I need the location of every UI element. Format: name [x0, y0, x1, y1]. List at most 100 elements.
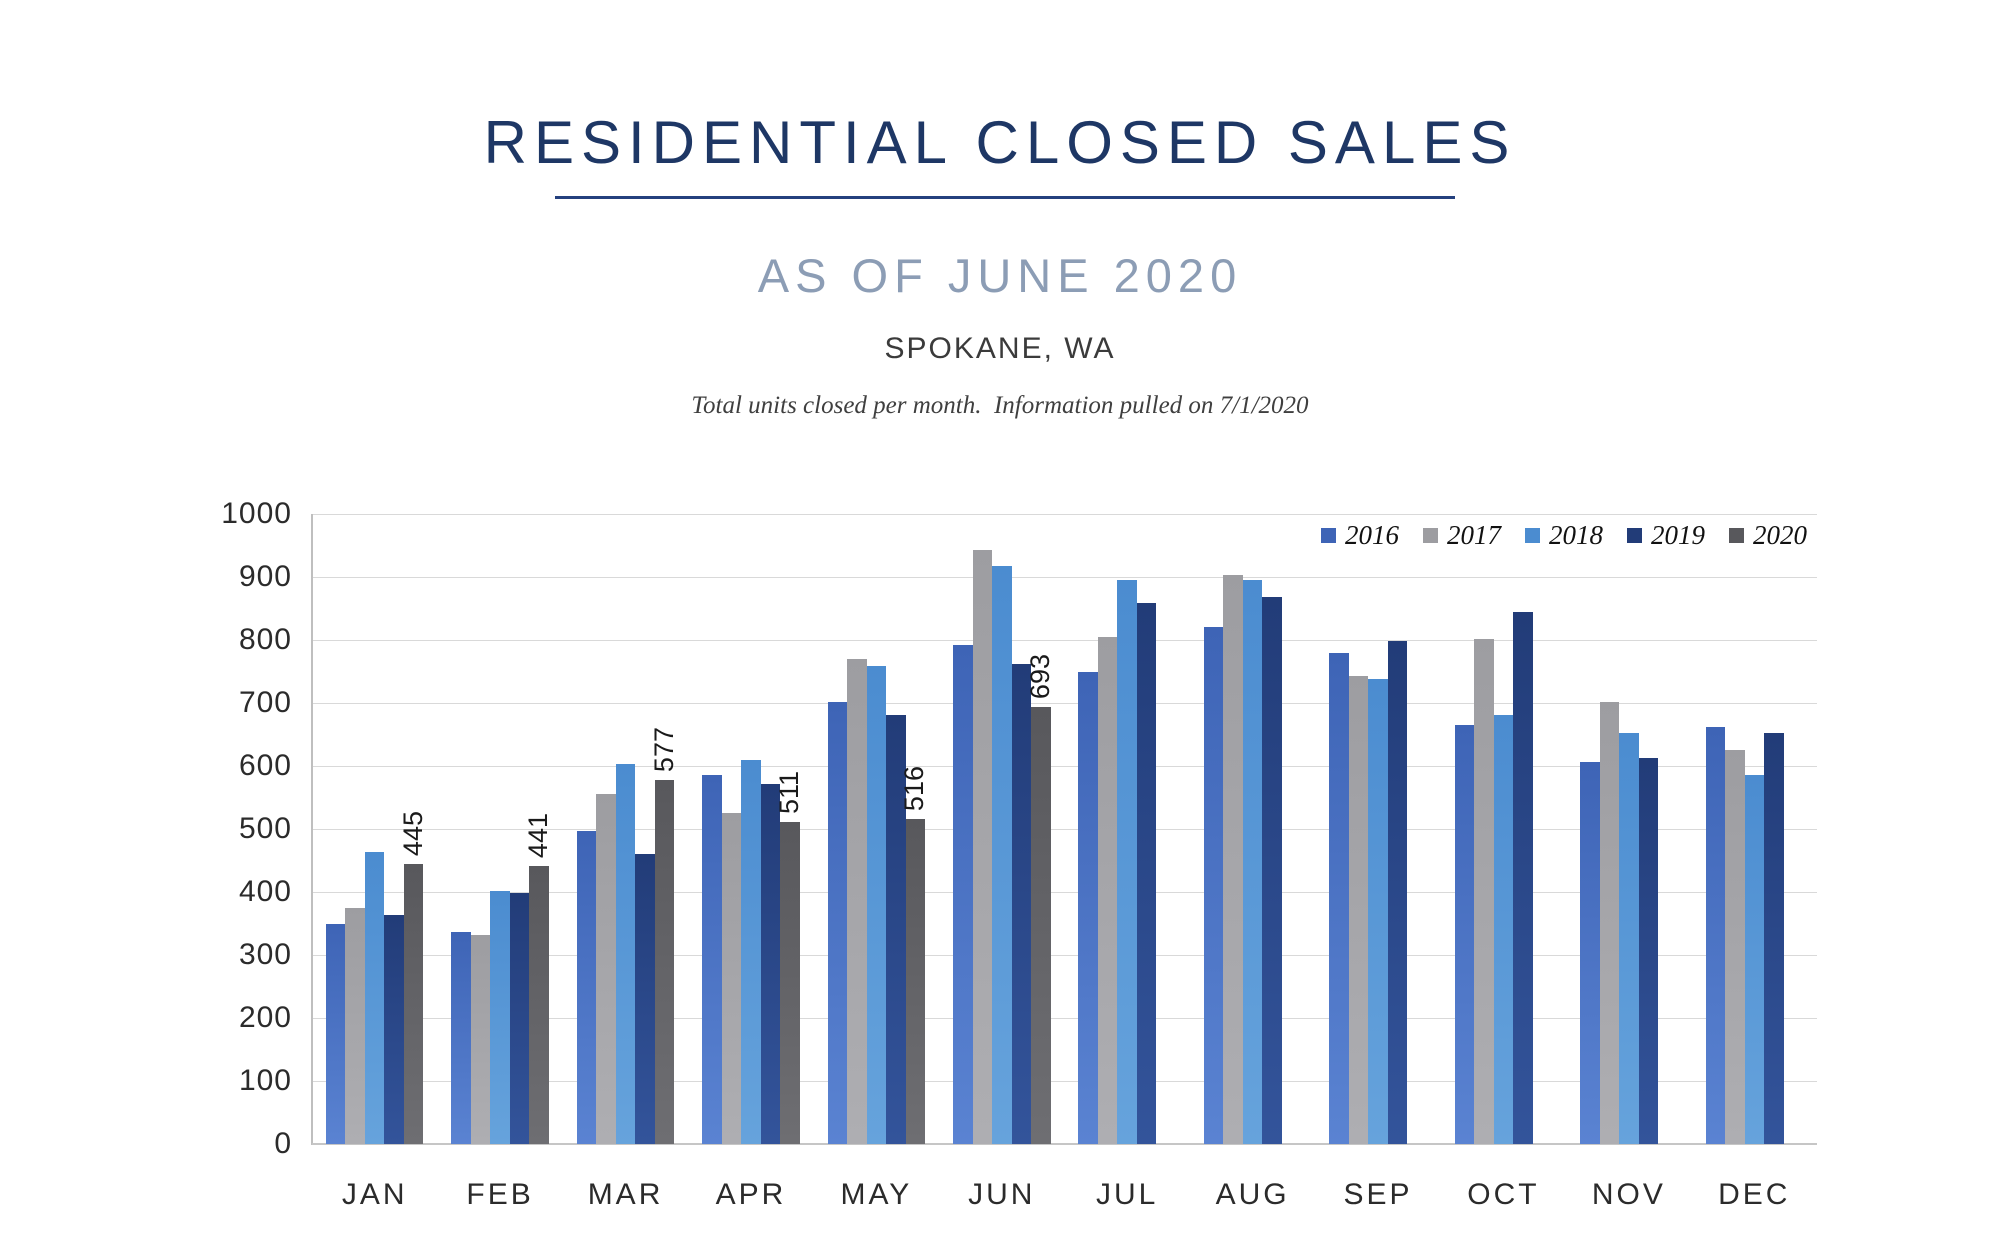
- bar-2017-jul: [1097, 637, 1118, 1144]
- bar-2019-feb: [509, 893, 530, 1144]
- x-axis-label-feb: FEB: [466, 1178, 534, 1211]
- legend-item-2017: 2017: [1423, 520, 1501, 551]
- x-axis-label-jul: JUL: [1096, 1178, 1159, 1211]
- bar-2016-oct: [1454, 725, 1475, 1144]
- legend-label-2016: 2016: [1345, 520, 1399, 550]
- legend-swatch-2017: [1423, 528, 1438, 543]
- x-axis-label-apr: APR: [715, 1178, 787, 1211]
- legend-label-2017: 2017: [1447, 520, 1501, 550]
- x-axis-label-dec: DEC: [1718, 1178, 1791, 1211]
- x-axis-label-may: MAY: [840, 1178, 913, 1211]
- data-label-2020-jan: 445: [397, 810, 428, 856]
- bar-2019-sep: [1387, 640, 1408, 1144]
- bar-2016-sep: [1329, 652, 1349, 1144]
- bar-2019-jan: [384, 915, 404, 1144]
- bar-2018-feb: [490, 891, 510, 1144]
- bar-2018-dec: [1744, 774, 1765, 1144]
- title-underline: [555, 196, 1455, 199]
- x-axis-label-oct: OCT: [1467, 1178, 1540, 1211]
- legend-item-2020: 2020: [1729, 520, 1807, 551]
- gridline-800: [312, 640, 1817, 641]
- bar-2019-may: [886, 714, 906, 1144]
- legend-swatch-2018: [1525, 528, 1540, 543]
- bar-2017-nov: [1599, 701, 1620, 1144]
- bar-2016-apr: [702, 774, 722, 1144]
- bar-2019-apr: [760, 784, 781, 1144]
- x-axis-label-sep: SEP: [1343, 1178, 1413, 1211]
- bar-2016-aug: [1203, 626, 1224, 1144]
- bar-2016-dec: [1705, 726, 1726, 1144]
- x-axis-label-jun: JUN: [968, 1178, 1036, 1211]
- gridline-700: [312, 703, 1817, 704]
- bar-2018-mar: [615, 764, 636, 1144]
- data-label-2020-jun: 693: [1024, 654, 1055, 700]
- bar-2018-nov: [1619, 733, 1639, 1144]
- legend-swatch-2019: [1627, 528, 1642, 543]
- data-label-2020-apr: 511: [773, 771, 804, 815]
- x-axis-label-mar: MAR: [587, 1178, 664, 1211]
- chart-legend: 2016 2017 2018 2019 2020: [1321, 520, 1807, 551]
- data-label-2020-may: 516: [899, 765, 930, 811]
- bar-2019-jul: [1136, 602, 1157, 1144]
- gridline-900: [312, 577, 1817, 578]
- chart-location: SPOKANE, WA: [884, 332, 1116, 365]
- bar-2016-mar: [576, 830, 597, 1144]
- y-axis-tick-1000: 1000: [221, 497, 292, 530]
- bar-2019-mar: [635, 854, 655, 1144]
- gridline-1000: [312, 514, 1817, 515]
- legend-swatch-2020: [1729, 528, 1744, 543]
- y-axis-tick-200: 200: [238, 1001, 292, 1034]
- bar-2018-jan: [364, 851, 385, 1144]
- bar-2016-jun: [953, 645, 973, 1144]
- bar-2018-sep: [1368, 679, 1388, 1144]
- bar-2018-jul: [1117, 580, 1137, 1144]
- bar-2016-feb: [451, 932, 471, 1144]
- bar-2019-oct: [1513, 611, 1533, 1144]
- bar-2018-jun: [992, 566, 1012, 1144]
- bar-2020-jun: [1031, 707, 1051, 1144]
- bar-2018-oct: [1493, 714, 1514, 1144]
- chart-caption: Total units closed per month. Informatio…: [691, 392, 1309, 419]
- gridline-100: [312, 1081, 1817, 1082]
- bar-2017-jan: [345, 907, 365, 1144]
- bar-2019-jun: [1011, 663, 1032, 1144]
- page-title: RESIDENTIAL CLOSED SALES: [483, 109, 1517, 176]
- bar-2016-nov: [1580, 761, 1600, 1144]
- y-axis-tick-500: 500: [238, 812, 292, 845]
- gridline-400: [312, 892, 1817, 893]
- bar-2020-may: [905, 818, 926, 1144]
- bar-2018-aug: [1242, 579, 1263, 1144]
- x-axis-label-aug: AUG: [1215, 1178, 1290, 1211]
- bar-2016-jul: [1078, 672, 1098, 1144]
- bar-2017-may: [847, 658, 867, 1144]
- gridline-200: [312, 1018, 1817, 1019]
- bar-2019-nov: [1638, 757, 1659, 1144]
- legend-label-2020: 2020: [1753, 520, 1807, 550]
- legend-label-2019: 2019: [1651, 520, 1705, 550]
- y-axis-tick-800: 800: [238, 623, 292, 656]
- y-axis-tick-100: 100: [238, 1064, 292, 1097]
- y-axis-line: [311, 514, 313, 1145]
- bar-2017-mar: [596, 793, 616, 1144]
- y-axis-tick-600: 600: [238, 749, 292, 782]
- data-label-2020-feb: 441: [523, 813, 554, 859]
- bar-2020-feb: [529, 866, 549, 1144]
- bar-2020-mar: [654, 780, 675, 1144]
- bar-2019-dec: [1764, 733, 1784, 1144]
- bar-2017-aug: [1223, 575, 1243, 1144]
- bar-2020-jan: [403, 863, 424, 1144]
- bar-2017-sep: [1348, 675, 1369, 1144]
- x-axis-label-jan: JAN: [341, 1178, 408, 1211]
- gridline-500: [312, 829, 1817, 830]
- y-axis-tick-900: 900: [238, 560, 292, 593]
- y-axis-tick-300: 300: [238, 938, 292, 971]
- bar-2017-feb: [470, 935, 491, 1144]
- legend-item-2018: 2018: [1525, 520, 1603, 551]
- legend-label-2018: 2018: [1549, 520, 1603, 550]
- gridline-300: [312, 955, 1817, 956]
- legend-item-2016: 2016: [1321, 520, 1399, 551]
- bar-2017-jun: [972, 549, 993, 1144]
- y-axis-tick-400: 400: [238, 875, 292, 908]
- gridline-600: [312, 766, 1817, 767]
